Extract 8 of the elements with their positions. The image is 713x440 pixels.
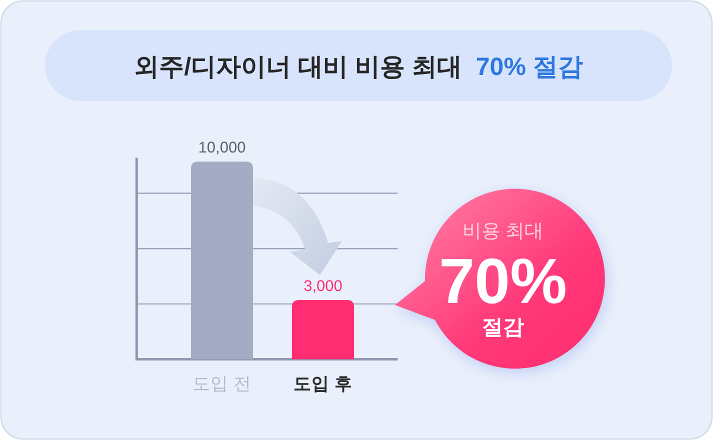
text: 70% bbox=[438, 245, 568, 317]
chart-title: 외주/디자이너 대비 비용 최대 bbox=[134, 53, 462, 81]
data-label: 10,000 bbox=[198, 140, 246, 157]
x-tick-label: 도입 후 bbox=[294, 373, 352, 394]
data-label: 3,000 bbox=[304, 278, 343, 296]
text: 절감 bbox=[482, 316, 524, 339]
text: 70% 절감 bbox=[476, 53, 583, 81]
text: 비용 최대 bbox=[462, 221, 544, 242]
